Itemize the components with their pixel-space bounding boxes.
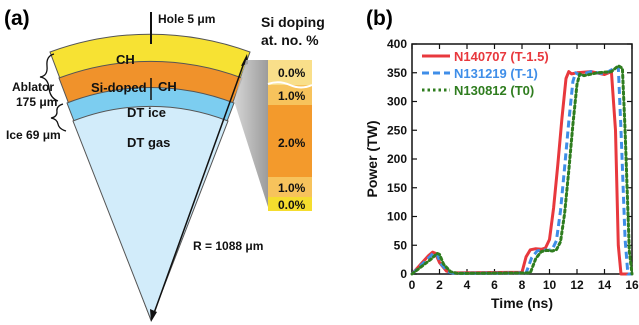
zoom-wedge <box>234 60 268 207</box>
strip-segment-upper <box>268 85 312 105</box>
y-tick-label: 100 <box>387 210 407 224</box>
radius-arrow <box>152 59 246 317</box>
x-tick-label: 4 <box>464 278 471 292</box>
x-tick-label: 8 <box>519 278 526 292</box>
y-tick-label: 250 <box>387 123 407 137</box>
power-plot: 0 2 4 6 8 10 12 14 16 0 50 100 150 200 250 300 350 400 Tim… <box>364 37 639 311</box>
ablator-label-line1: Ablator <box>12 80 54 94</box>
x-tick-label: 2 <box>436 278 443 292</box>
y-tick-label: 400 <box>387 37 407 51</box>
doping-strip <box>267 60 313 211</box>
x-tick-label: 16 <box>625 278 639 292</box>
legend-label-1: N131219 (T-1) <box>454 66 538 81</box>
doping-title-line2: at. no. % <box>261 32 319 48</box>
doping-level-2: 2.0% <box>278 136 306 150</box>
radius-label: R = 1088 μm <box>193 239 263 253</box>
ch-layer-label: CH <box>116 52 135 67</box>
legend-label-0: N140707 (T-1.5) <box>454 49 549 64</box>
hole-label: Hole 5 μm <box>158 12 215 26</box>
x-tick-label: 12 <box>570 278 584 292</box>
panel-a: (a) Hole 5 μm CH Si-doped CH DT ice DT g… <box>4 7 325 322</box>
doping-level-1: 1.0% <box>278 89 306 103</box>
dt-gas-region <box>72 105 229 322</box>
strip-segment-lower <box>268 177 312 197</box>
radius-arrowhead-bottom <box>150 309 157 322</box>
y-tick-label: 350 <box>387 66 407 80</box>
doping-level-4: 0.0% <box>278 198 306 212</box>
series-line-1 <box>410 65 632 276</box>
ablator-brace <box>39 53 59 102</box>
si-doped-ch-label: CH <box>158 79 177 94</box>
doping-level-3: 1.0% <box>278 181 306 195</box>
x-axis-title: Time (ns) <box>491 295 553 311</box>
ablator-label-line2: 175 μm <box>16 95 57 109</box>
strip-segment-middle <box>268 105 312 177</box>
series-line-2 <box>410 64 634 276</box>
y-tick-label: 150 <box>387 181 407 195</box>
x-tick-label: 10 <box>543 278 557 292</box>
y-tick-label: 0 <box>400 267 407 281</box>
panel-a-label: (a) <box>4 7 30 30</box>
doping-title-line1: Si doping <box>261 14 325 30</box>
ice-label: Ice 69 μm <box>6 128 61 142</box>
series-line-0 <box>410 70 632 276</box>
dt-ice-label: DT ice <box>127 105 166 120</box>
strip-segment-bottom <box>268 197 312 211</box>
y-tick-label: 300 <box>387 95 407 109</box>
ice-brace <box>50 103 67 132</box>
legend-label-2: N130812 (T0) <box>454 83 534 98</box>
dt-gas-label: DT gas <box>127 135 170 150</box>
y-axis-title: Power (TW) <box>364 121 380 198</box>
doping-level-0: 0.0% <box>278 66 306 80</box>
strip-break-mark <box>267 81 313 89</box>
x-tick-label: 0 <box>409 278 416 292</box>
panel-b-label: (b) <box>366 7 393 30</box>
y-tick-label: 50 <box>394 238 408 252</box>
panel-b: (b) 0 2 4 6 8 10 12 14 16 0 50 100 150 200 250 300 350 40… <box>364 7 639 311</box>
y-tick-label: 200 <box>387 152 407 166</box>
x-tick-label: 14 <box>598 278 612 292</box>
si-doped-label: Si-doped <box>91 80 147 95</box>
x-tick-label: 6 <box>491 278 498 292</box>
strip-segment-top <box>268 60 312 85</box>
